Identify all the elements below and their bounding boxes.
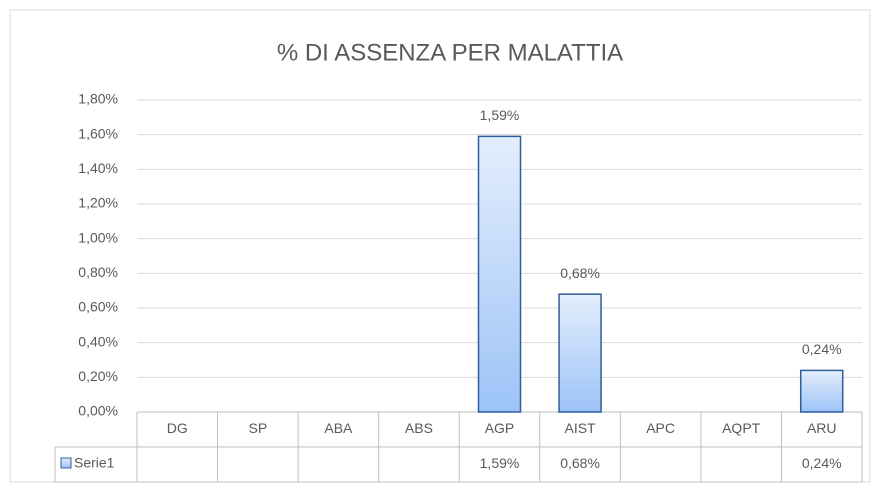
x-tick-label: ABA [324,420,353,436]
table-value: 0,24% [802,455,842,471]
x-tick-label: APC [646,420,675,436]
y-tick-label: 0,00% [78,403,118,419]
table-value: 0,68% [560,455,600,471]
chart-title: % DI ASSENZA PER MALATTIA [277,39,623,66]
x-tick-label: AQPT [722,420,761,436]
y-tick-label: 1,60% [78,125,118,141]
x-tick-label: AGP [485,420,515,436]
bar [799,369,844,413]
x-tick-label: ABS [405,420,433,436]
x-tick-label: SP [248,420,267,436]
y-tick-label: 1,20% [78,195,118,211]
y-tick-label: 0,60% [78,299,118,315]
y-tick-label: 1,00% [78,229,118,245]
y-tick-label: 0,80% [78,264,118,280]
bar [558,293,602,413]
bar [477,135,522,413]
y-tick-label: 1,80% [78,91,118,107]
data-label: 0,68% [560,265,600,281]
x-tick-label: DG [167,420,188,436]
legend-label: Serie1 [74,455,115,471]
data-label: 0,24% [802,341,842,357]
x-tick-label: ARU [807,420,837,436]
y-tick-label: 0,40% [78,333,118,349]
y-tick-label: 1,40% [78,160,118,176]
data-label: 1,59% [480,107,520,123]
chart-border [9,9,871,483]
table-value: 1,59% [480,455,520,471]
y-tick-label: 0,20% [78,368,118,384]
legend-swatch [60,457,72,469]
x-tick-label: AIST [564,420,596,436]
